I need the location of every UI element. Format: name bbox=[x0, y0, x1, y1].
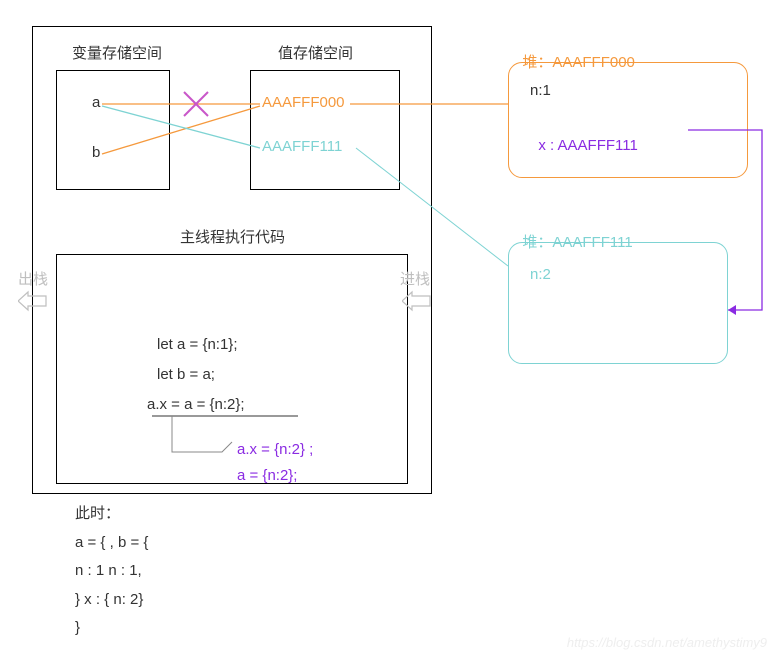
code-title: 主线程执行代码 bbox=[180, 226, 285, 247]
val-storage-box bbox=[250, 70, 400, 190]
heap1-line2: x : AAAFFF111 bbox=[530, 120, 638, 154]
code-box: let a = {n:1}; let b = a; a.x = a = {n:2… bbox=[56, 254, 408, 484]
heap1-line2-addr: AAAFFF111 bbox=[558, 137, 638, 154]
code-line-1: let a = {n:1}; bbox=[157, 330, 245, 360]
result-line-3: } x : { n: 2} bbox=[75, 586, 148, 615]
code-lines: let a = {n:1}; let b = a; a.x = a = {n:2… bbox=[97, 330, 245, 420]
anno-line-1: a.x = {n:2} ; bbox=[237, 437, 313, 463]
out-arrow-icon bbox=[18, 290, 48, 312]
anno-line-2: a = {n:2}; bbox=[237, 463, 313, 489]
heap1-line2-prefix: x : bbox=[538, 137, 557, 154]
result-line-1: a = { , b = { bbox=[75, 529, 148, 558]
val-box-title: 值存储空间 bbox=[278, 42, 353, 63]
var-a: a bbox=[92, 94, 100, 111]
val-addr-000: AAAFFF000 bbox=[262, 94, 345, 111]
result-heading: 此时： bbox=[75, 500, 148, 529]
out-stack-label: 出栈 bbox=[18, 268, 48, 289]
watermark: https://blog.csdn.net/amethystimy9 bbox=[567, 635, 767, 650]
in-stack-label: 进栈 bbox=[400, 268, 430, 289]
heap1-line1: n:1 bbox=[530, 82, 551, 99]
heap2-line1: n:2 bbox=[530, 266, 551, 283]
annotation-block: a.x = {n:2} ; a = {n:2}; bbox=[177, 437, 313, 488]
var-b: b bbox=[92, 144, 100, 161]
result-line-4: } bbox=[75, 614, 148, 643]
result-line-2: n : 1 n : 1, bbox=[75, 557, 148, 586]
var-box-title: 变量存储空间 bbox=[72, 42, 162, 63]
val-addr-111: AAAFFF111 bbox=[262, 138, 342, 155]
in-arrow-icon bbox=[402, 290, 432, 312]
arrowhead-heap2 bbox=[728, 305, 736, 315]
code-line-2: let b = a; bbox=[157, 360, 245, 390]
result-block: 此时： a = { , b = { n : 1 n : 1, } x : { n… bbox=[75, 500, 148, 643]
heap2-box bbox=[508, 242, 728, 364]
code-line-3: a.x = a = {n:2}; bbox=[147, 390, 245, 420]
var-storage-box bbox=[56, 70, 170, 190]
